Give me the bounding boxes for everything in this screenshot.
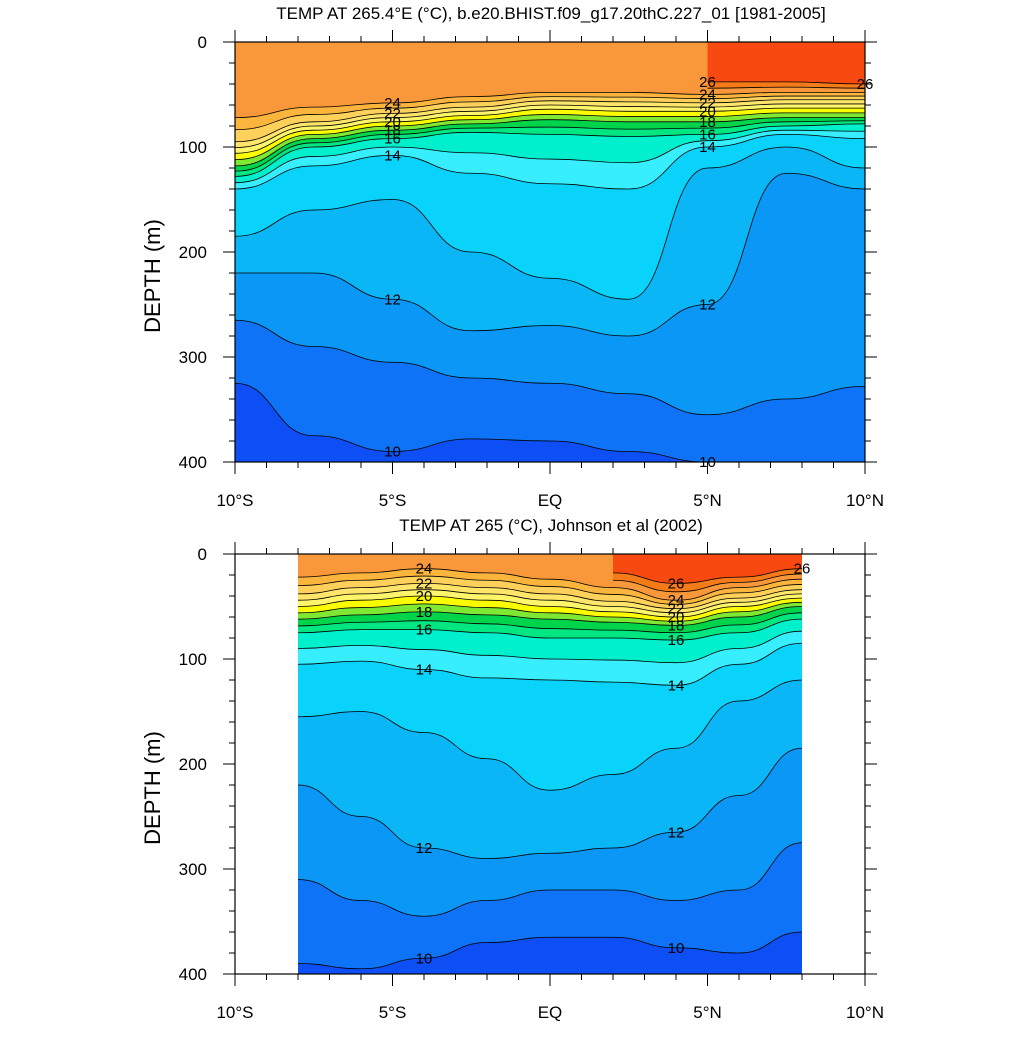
isotherm-18 (298, 606, 802, 626)
contour-label: 26 (699, 74, 716, 91)
isotherm-22 (298, 582, 802, 610)
contour-label: 12 (699, 297, 716, 314)
contour-label: 16 (416, 622, 433, 639)
contour-label: 24 (699, 87, 716, 104)
isotherm-12 (298, 747, 802, 859)
x-tick-label: 10°N (846, 1003, 884, 1022)
contour-label: 10 (384, 444, 401, 461)
isotherm-25 (707, 86, 865, 89)
isotherm-20 (298, 595, 802, 618)
y-tick-label: 200 (179, 243, 207, 262)
x-tick-label: 5°S (379, 491, 407, 510)
contour-label: 18 (384, 122, 401, 139)
contour-label: 12 (668, 824, 685, 841)
contour-label: 22 (668, 601, 685, 618)
contour-label: 24 (668, 592, 685, 609)
isotherm-21 (298, 589, 802, 614)
isotherm-19 (235, 112, 865, 160)
y-tick-label: 100 (179, 650, 207, 669)
x-tick-label: 5°N (693, 1003, 722, 1022)
isotherm-21 (235, 103, 865, 148)
panel-observations: TEMP AT 265 (°C), Johnson et al (2002) D… (0, 512, 1024, 1024)
contour-label: 20 (699, 103, 716, 120)
isotherm-10 (298, 931, 802, 970)
y-tick-label: 300 (179, 348, 207, 367)
y-tick-label: 0 (198, 545, 207, 564)
contour-label: 14 (668, 677, 685, 694)
x-tick-label: 5°N (693, 491, 722, 510)
isotherm-24 (298, 568, 802, 601)
contour-label: 24 (416, 561, 433, 578)
contour-plot-observations: 1010121214141616181820202222242426260100… (179, 542, 884, 1022)
isotherm-24 (235, 92, 865, 118)
isotherm-12 (235, 172, 865, 337)
x-tick-label: EQ (538, 491, 563, 510)
isotherm-16 (298, 618, 802, 641)
contour-label: 10 (668, 940, 685, 957)
contour-label: 18 (668, 617, 685, 634)
contour-label: 12 (416, 840, 433, 857)
isotherm-18 (235, 117, 865, 167)
isotherm-15 (298, 630, 802, 664)
contour-label: 26 (668, 575, 685, 592)
contour-label: 16 (668, 632, 685, 649)
contour-label: 14 (416, 662, 433, 679)
contour-label: 14 (699, 139, 716, 156)
x-tick-label: 5°S (379, 1003, 407, 1022)
contour-label: 20 (384, 114, 401, 131)
contour-label: 22 (384, 105, 401, 122)
contour-label: 22 (699, 95, 716, 112)
isotherm-26 (612, 568, 802, 584)
isotherm-17 (235, 120, 865, 172)
isotherm-19 (298, 601, 802, 622)
contour-lines (298, 568, 802, 970)
isotherm-23 (298, 575, 802, 605)
contour-label: 20 (416, 588, 433, 605)
isotherm-22 (235, 99, 865, 143)
y-tick-label: 0 (198, 33, 207, 52)
contour-label: 10 (416, 950, 433, 967)
isotherm-25 (612, 573, 802, 593)
y-tick-label: 300 (179, 860, 207, 879)
y-tick-label: 100 (179, 138, 207, 157)
x-tick-label: 10°S (216, 1003, 253, 1022)
contour-label: 12 (384, 291, 401, 308)
isotherm-10 (235, 382, 865, 462)
isotherm-11 (298, 842, 802, 917)
x-tick-label: EQ (538, 1003, 563, 1022)
contour-label: 16 (699, 126, 716, 143)
contour-lines (235, 81, 865, 462)
y-tick-label: 200 (179, 755, 207, 774)
panel-model: TEMP AT 265.4°E (°C), b.e20.BHIST.f09_g1… (0, 0, 1024, 512)
band-26 (707, 42, 865, 84)
contour-label: 18 (699, 114, 716, 131)
isotherm-20 (235, 107, 865, 154)
isotherm-11 (235, 319, 865, 416)
isotherm-16 (235, 123, 865, 177)
y-tick-label: 400 (179, 453, 207, 472)
contour-fill-layer (298, 554, 802, 974)
isotherm-23 (235, 95, 865, 131)
isotherm-15 (235, 129, 865, 184)
y-tick-label: 400 (179, 965, 207, 984)
contour-label: 18 (416, 604, 433, 621)
chart-title: TEMP AT 265 (°C), Johnson et al (2002) (399, 516, 703, 535)
contour-label: 26 (794, 561, 811, 578)
isotherm-13 (298, 679, 802, 791)
contour-label: 24 (384, 95, 401, 112)
isotherm-14 (235, 133, 865, 190)
chart-title: TEMP AT 265.4°E (°C), b.e20.BHIST.f09_g1… (276, 4, 826, 23)
contour-label: 20 (668, 609, 685, 626)
x-tick-label: 10°S (216, 491, 253, 510)
contour-label: 14 (384, 147, 401, 164)
isotherm-17 (298, 612, 802, 634)
contour-label: 16 (384, 131, 401, 148)
x-tick-label: 10°N (846, 491, 884, 510)
isotherm-14 (298, 642, 802, 686)
isotherm-13 (235, 146, 865, 300)
contour-label: 22 (416, 575, 433, 592)
isotherm-26 (707, 81, 865, 85)
